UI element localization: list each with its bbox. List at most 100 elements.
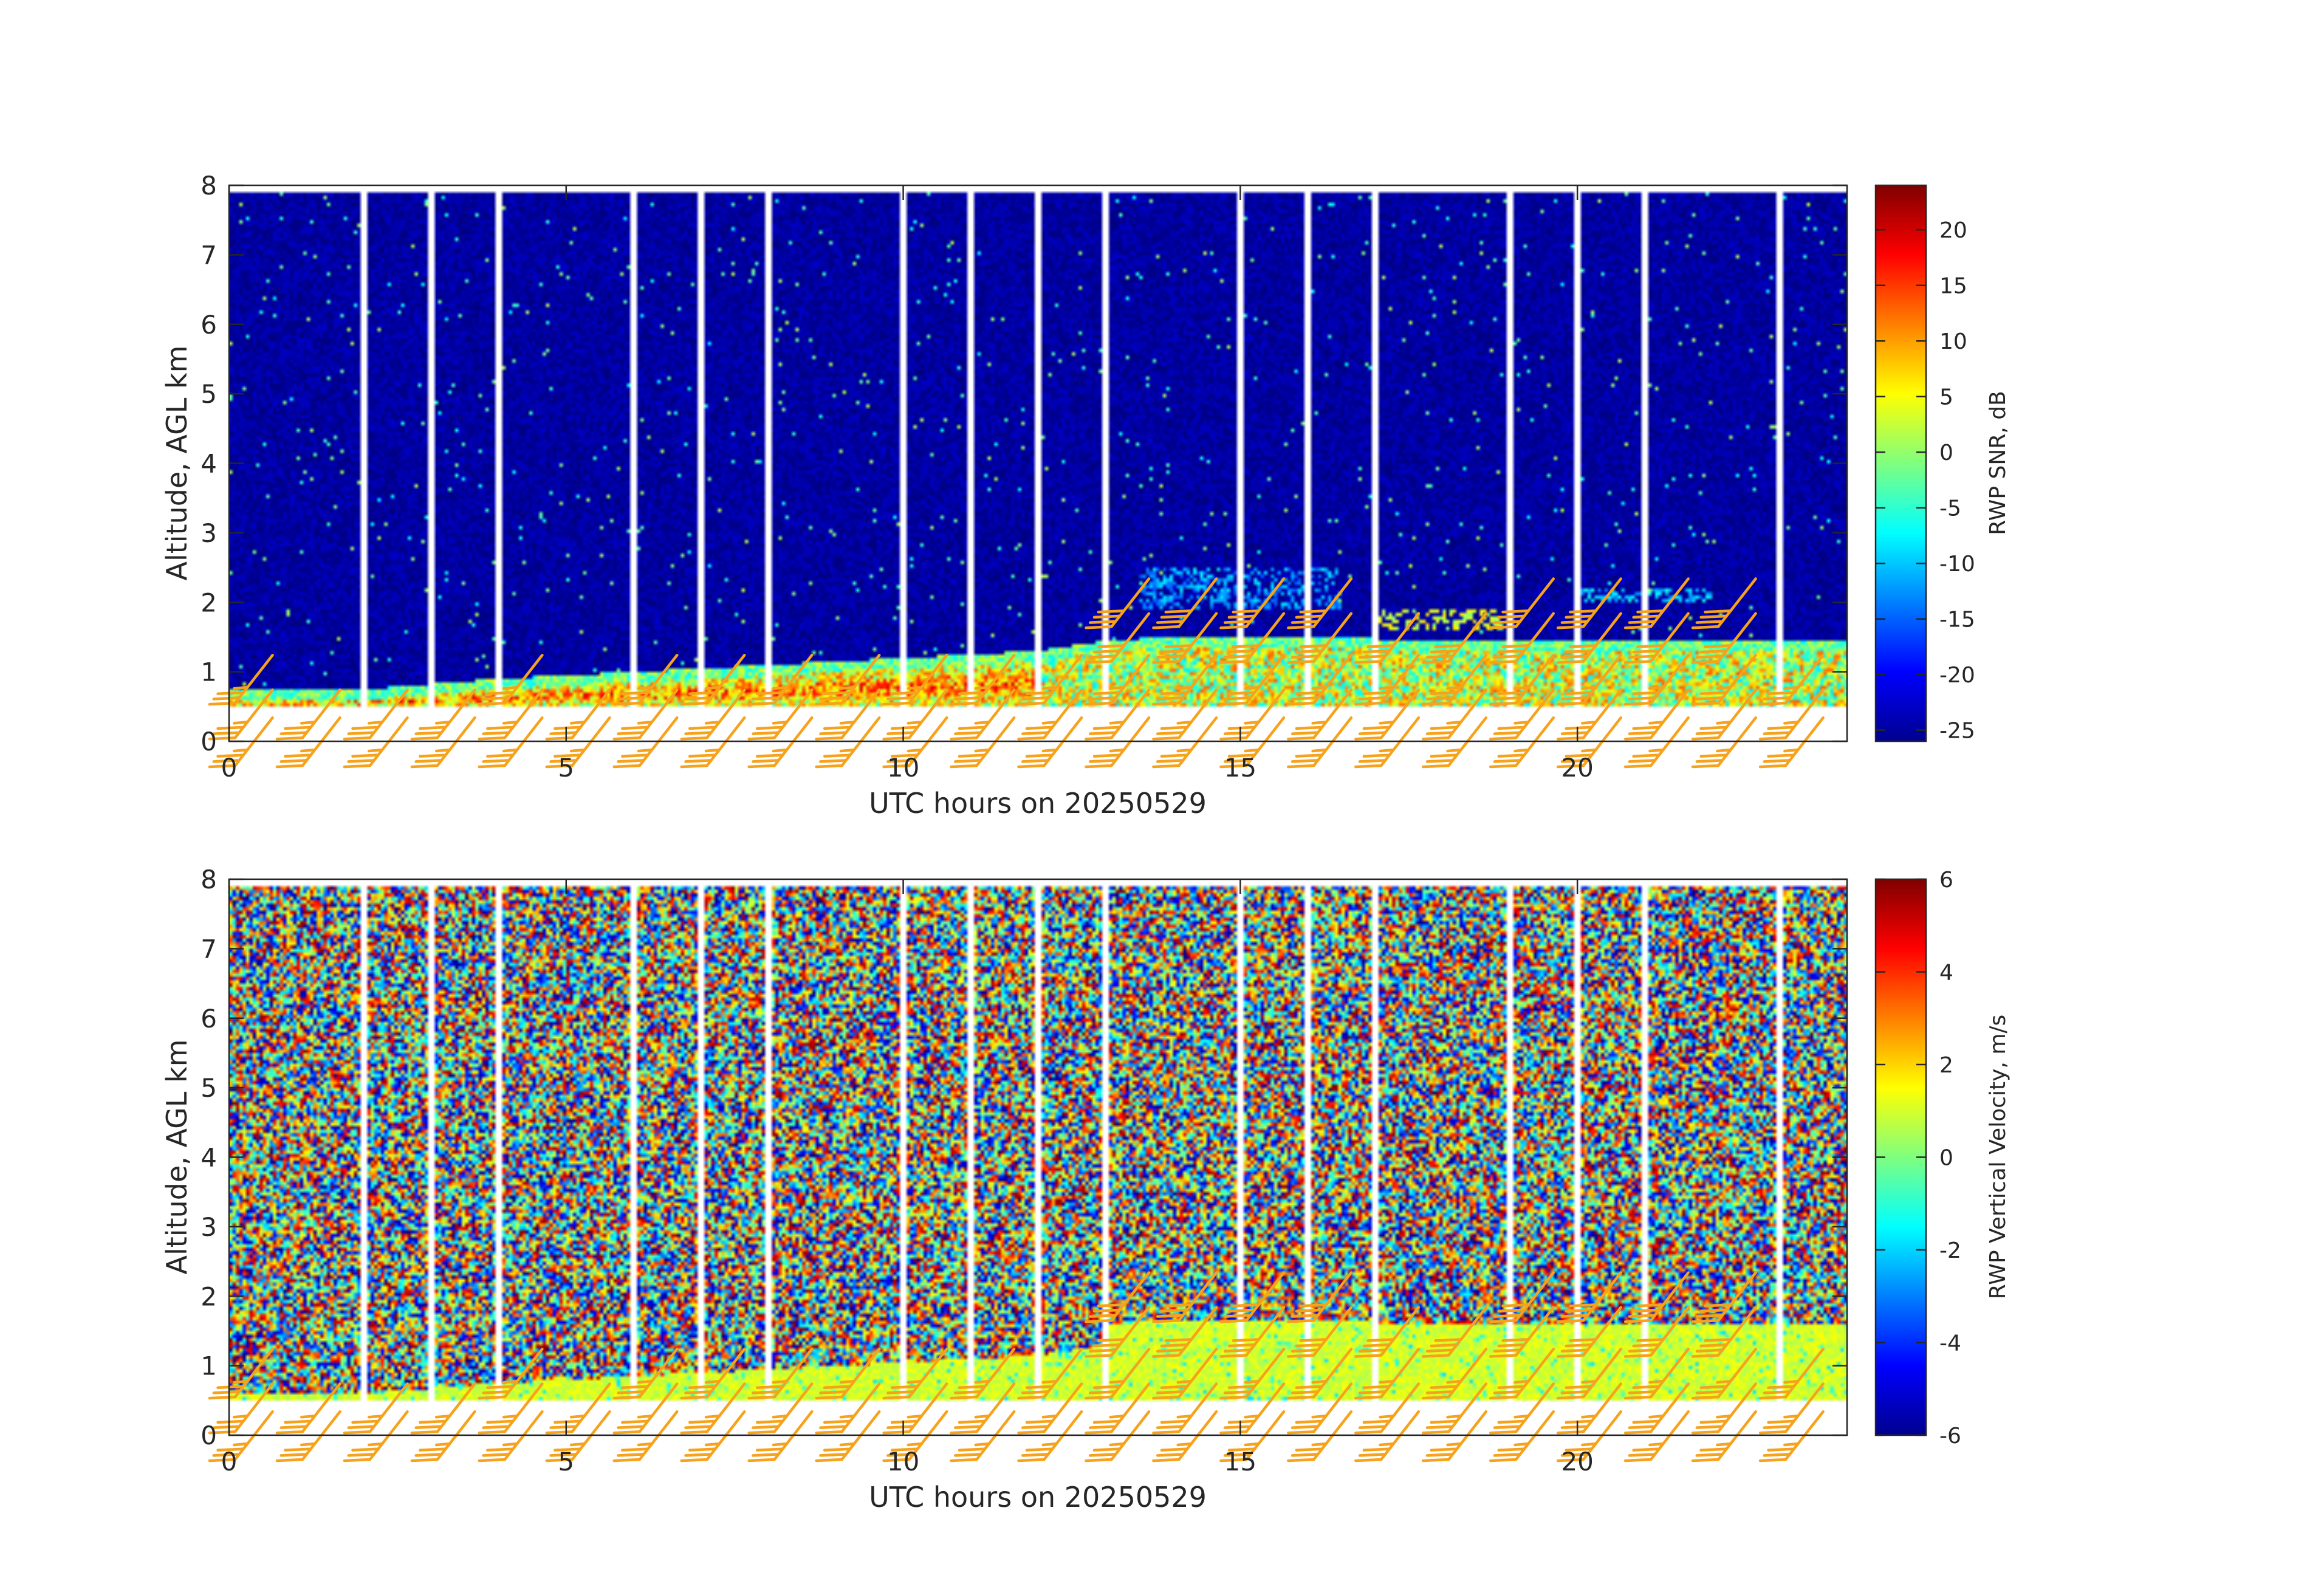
wind-barb: [1556, 612, 1622, 664]
x-tick-label: 10: [887, 753, 919, 783]
wind-barb: [478, 688, 544, 741]
wind-barb: [1287, 577, 1353, 629]
x-tick-label: 20: [1561, 753, 1593, 783]
wind-barb: [1422, 688, 1488, 741]
colorbar-tick-label: 20: [1939, 218, 1967, 243]
wind-barb: [1489, 1306, 1555, 1358]
wind-barb: [410, 688, 476, 741]
velocity-axes: 0 5 10 15 20 0 1 2 3 4 5 6 7 8: [201, 865, 1847, 1477]
colorbar-tick-label: -10: [1939, 552, 1975, 577]
x-tick-label: 15: [1224, 753, 1256, 783]
wind-barb: [1287, 688, 1353, 741]
wind-barb: [950, 1348, 1016, 1400]
wind-barb: [1219, 1348, 1286, 1400]
wind-barb: [1422, 1306, 1488, 1358]
wind-barb: [1152, 1348, 1218, 1400]
wind-barb: [208, 1382, 274, 1435]
wind-barb: [343, 688, 409, 741]
y-tick-label: 4: [201, 1143, 217, 1173]
snr-heatmap: [229, 185, 1847, 741]
wind-barb: [1152, 577, 1218, 629]
wind-barb: [1152, 612, 1218, 664]
wind-barb: [1556, 1382, 1622, 1435]
wind-barb: [815, 1348, 881, 1400]
velocity-y-axis-label: Altitude, AGL km: [160, 1039, 193, 1274]
wind-barb: [545, 1382, 611, 1435]
x-tick-label: 5: [558, 1447, 574, 1477]
wind-barb: [1623, 612, 1690, 664]
wind-barb: [1758, 1382, 1825, 1435]
wind-barb: [1085, 1348, 1151, 1400]
colorbar-tick-label: -2: [1939, 1238, 1961, 1263]
wind-barb: [747, 654, 814, 706]
wind-barb: [950, 1382, 1016, 1435]
wind-barb: [612, 654, 679, 706]
wind-barb: [1556, 577, 1622, 629]
velocity-colorbar-label: RWP Vertical Velocity, m/s: [1986, 1015, 2010, 1300]
y-tick-label: 2: [201, 588, 217, 617]
wind-barb: [747, 1382, 814, 1435]
wind-barb: [1085, 688, 1151, 741]
snr-y-axis-label: Altitude, AGL km: [160, 345, 193, 580]
wind-barb: [1085, 1306, 1151, 1358]
wind-barb: [1422, 1382, 1488, 1435]
wind-barb: [1085, 612, 1151, 664]
wind-barb: [1152, 1306, 1218, 1358]
wind-barb: [1219, 577, 1286, 629]
wind-barb: [1152, 688, 1218, 741]
wind-barb: [1287, 1271, 1353, 1323]
wind-barb: [1623, 688, 1690, 741]
wind-barb: [275, 1382, 341, 1435]
wind-barb: [1556, 688, 1622, 741]
wind-barb: [1489, 688, 1555, 741]
wind-barb: [1287, 1382, 1353, 1435]
snr-x-axis-label: UTC hours on 20250529: [869, 787, 1207, 820]
wind-barb: [747, 688, 814, 741]
wind-barb: [275, 688, 341, 741]
wind-barb: [208, 1348, 274, 1400]
y-tick-label: 2: [201, 1281, 217, 1311]
x-tick-label: 10: [887, 1447, 919, 1477]
y-tick-label: 1: [201, 1351, 217, 1381]
wind-barb: [1287, 612, 1353, 664]
wind-barb: [882, 1382, 948, 1435]
wind-barb: [680, 654, 746, 706]
colorbar-tick-label: 15: [1939, 274, 1967, 299]
y-tick-label: 7: [201, 934, 217, 964]
y-tick-label: 8: [201, 865, 217, 894]
wind-barb: [612, 1348, 679, 1400]
wind-barb: [1489, 1348, 1555, 1400]
wind-barb: [815, 654, 881, 706]
wind-barb: [478, 654, 544, 706]
wind-barb: [882, 654, 948, 706]
wind-barb: [882, 688, 948, 741]
snr-colorbar: [1874, 184, 1927, 743]
wind-barb: [1354, 1306, 1421, 1358]
velocity-x-axis-label: UTC hours on 20250529: [869, 1481, 1207, 1514]
wind-barb: [1691, 612, 1757, 664]
velocity-colorbar-ticks: 6 4 2 0 -2 -4 -6: [1876, 868, 1961, 1449]
wind-barb: [1623, 1382, 1690, 1435]
wind-barb: [545, 1410, 611, 1463]
wind-barb: [680, 1348, 746, 1400]
wind-barb: [1219, 1306, 1286, 1358]
x-tick-label: 5: [558, 753, 574, 783]
wind-barb: [208, 688, 274, 741]
colorbar-tick-label: -5: [1939, 496, 1961, 521]
wind-barb: [1489, 1382, 1555, 1435]
colorbar-tick-label: 10: [1939, 329, 1967, 354]
wind-barb: [1489, 1271, 1555, 1323]
y-tick-label: 5: [201, 1073, 217, 1103]
wind-barb: [1354, 612, 1421, 664]
wind-barb: [1623, 1348, 1690, 1400]
wind-barb: [1691, 577, 1757, 629]
wind-barb: [1017, 1348, 1083, 1400]
wind-barb: [1422, 612, 1488, 664]
wind-barb: [1287, 1348, 1353, 1400]
wind-barb: [1085, 1271, 1151, 1323]
wind-barb: [1758, 1348, 1825, 1400]
wind-barb: [612, 1382, 679, 1435]
snr-colorbar-ticks: 20 15 10 5 0 -5 -10 -15 -20 -25: [1876, 218, 1975, 744]
wind-barb: [815, 1382, 881, 1435]
wind-barb: [1623, 1271, 1690, 1323]
